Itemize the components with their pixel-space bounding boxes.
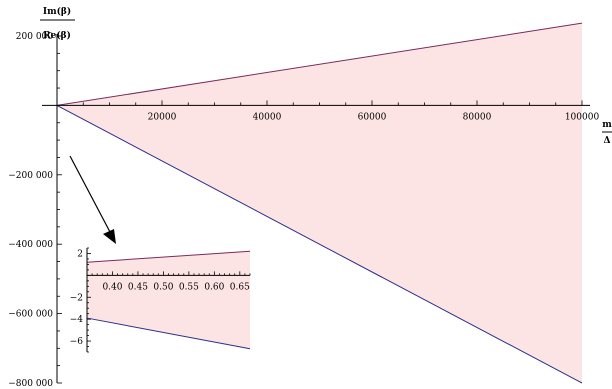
x-tick-label: 0.45 (128, 282, 148, 292)
y-axis-label: Im(β) Re(β) (40, 6, 75, 41)
zoom-arrow-shaft (69, 155, 111, 233)
y-tick-label: 2 (77, 249, 83, 259)
x-tick-label: 60000 (358, 112, 387, 122)
x-axis-label: m Δ (602, 120, 612, 146)
x-tick-label: 80000 (463, 112, 492, 122)
inset-x-ticks: 0.40 0.45 0.50 0.55 0.60 0.65 (91, 271, 251, 292)
y-ticks: 200 000 −200 000 −400 000 −600 000 −800 000 (8, 32, 62, 389)
upper-boundary-line (56, 22, 583, 106)
main-chart: 20000 40000 60000 80000 100000 200 000 −200 0… (8, 6, 612, 389)
inset-region-fill (87, 251, 250, 349)
y-tick-label: −6 (70, 337, 84, 347)
x-tick-label: 0.55 (179, 282, 199, 292)
feasible-region-fill (57, 23, 582, 383)
y-tick-label: −800 000 (8, 379, 53, 389)
y-tick-label: 200 000 (16, 32, 53, 42)
x-ticks: 20000 40000 60000 80000 100000 (82, 100, 600, 122)
x-tick-label: 0.60 (204, 282, 224, 292)
y-axis-label-numerator: Im(β) (43, 6, 71, 17)
x-axis-label-numerator: m (602, 120, 612, 130)
zoom-arrow-head (103, 229, 116, 244)
y-tick-label: −200 000 (8, 171, 53, 181)
x-tick-label: 0.40 (102, 282, 122, 292)
inset-lower-boundary-line (86, 317, 251, 350)
x-tick-label: 0.65 (230, 282, 250, 292)
x-axis-label-denominator: Δ (604, 136, 611, 146)
inset-chart: 0.40 0.45 0.50 0.55 0.60 0.65 2 −2 −4 −6 (70, 247, 251, 353)
x-tick-label: 0.50 (153, 282, 173, 292)
y-axis-label-denominator: Re(β) (43, 30, 71, 41)
inset-y-ticks: 2 −2 −4 −6 (70, 247, 91, 353)
inset-upper-boundary-line (86, 250, 251, 263)
x-tick-label: 100000 (565, 112, 600, 122)
x-tick-label: 40000 (253, 112, 282, 122)
y-tick-label: −2 (70, 293, 83, 303)
y-tick-label: −4 (70, 315, 84, 325)
lower-boundary-line (56, 104, 583, 384)
y-tick-label: −400 000 (8, 240, 53, 250)
zoom-arrow (69, 155, 116, 244)
y-tick-label: −600 000 (8, 310, 53, 320)
x-tick-label: 20000 (148, 112, 177, 122)
